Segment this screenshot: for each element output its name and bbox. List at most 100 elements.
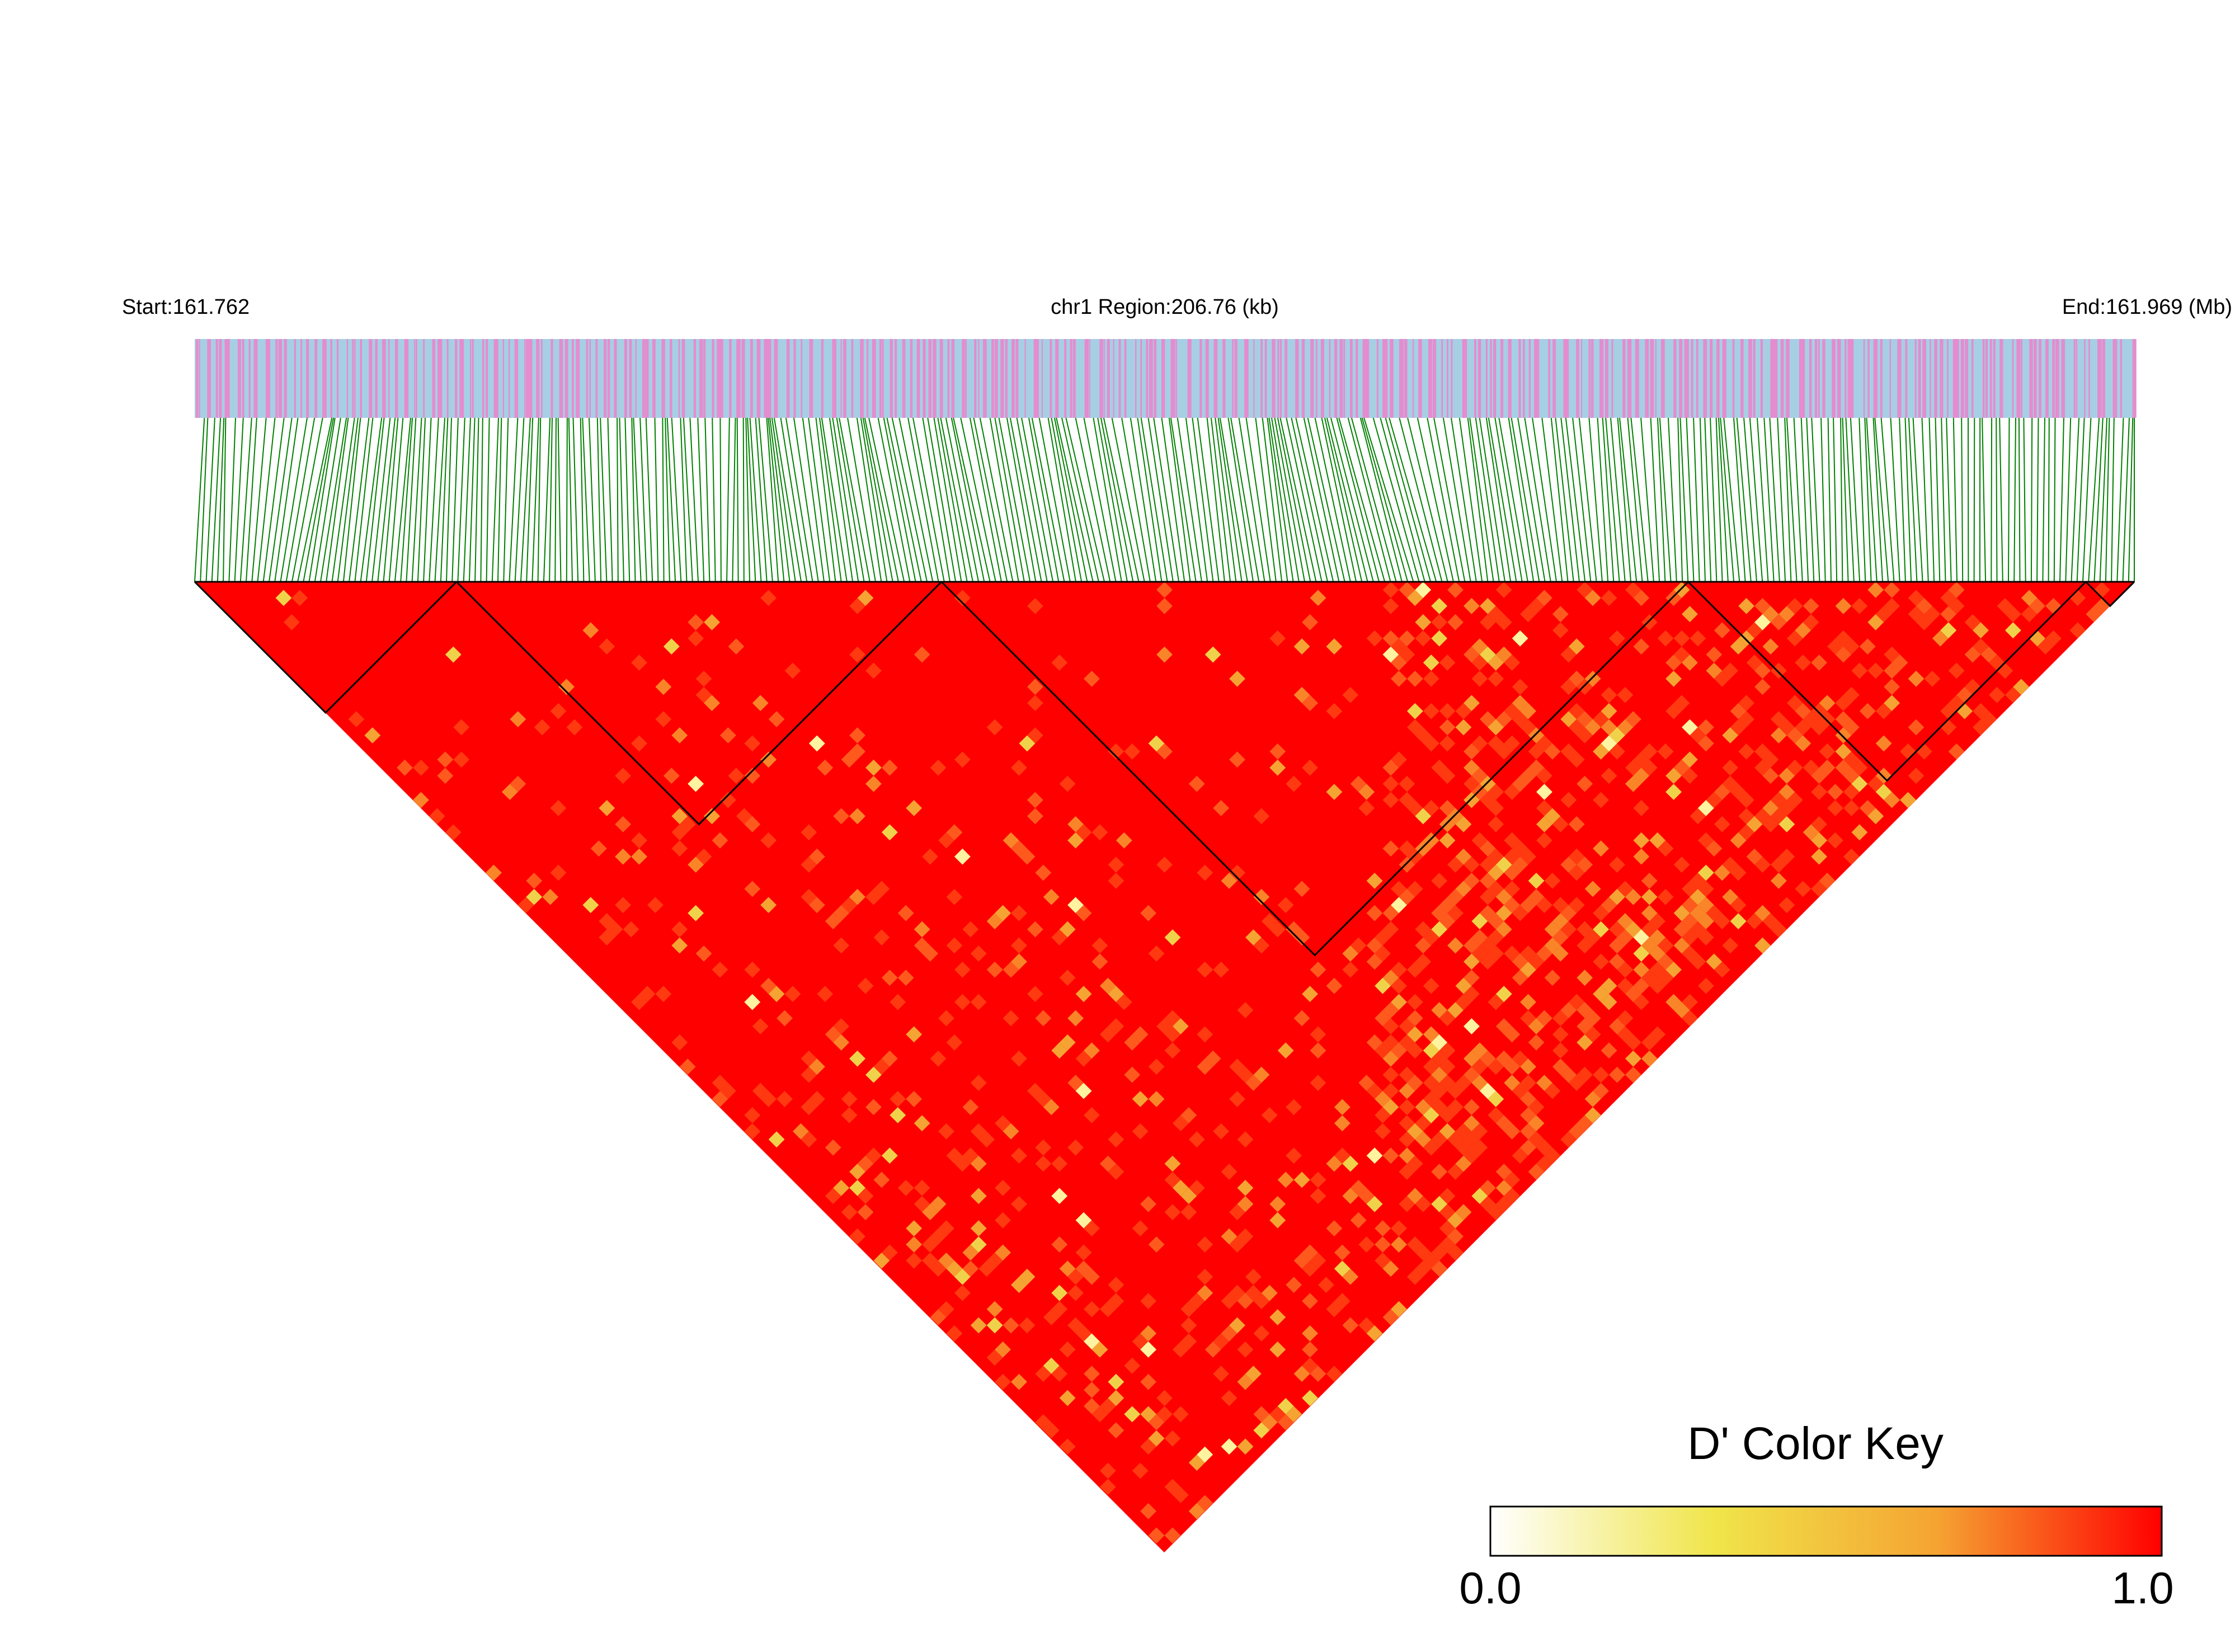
- snp-tick: [793, 339, 796, 418]
- ld-cell: [1948, 662, 1965, 679]
- ld-cell: [1859, 638, 1876, 655]
- ld-cell: [1221, 1164, 1238, 1180]
- snp-tick: [994, 339, 998, 418]
- snp-connector: [1479, 417, 1505, 582]
- snp-connector: [1469, 417, 1494, 582]
- ld-cell: [526, 873, 543, 889]
- ld-cell: [2037, 638, 2054, 655]
- ld-cell: [1464, 792, 1480, 808]
- ld-cell: [1778, 606, 1795, 623]
- ld-cell: [1697, 913, 1714, 930]
- ld-cell: [1722, 856, 1739, 873]
- ld-cell: [1488, 606, 1504, 623]
- ld-cell: [1633, 800, 1650, 816]
- ld-cell: [768, 986, 785, 1003]
- ld-cell: [1084, 1333, 1100, 1350]
- ld-cell: [510, 711, 526, 727]
- snp-connector: [1100, 417, 1134, 582]
- ld-cell: [1520, 1091, 1536, 1107]
- ld-cell: [1447, 1164, 1464, 1180]
- ld-cell: [744, 962, 761, 978]
- ld-cell: [1843, 751, 1860, 768]
- ld-cell: [1358, 1236, 1375, 1253]
- snp-connector: [1192, 417, 1214, 582]
- ld-cell: [1277, 1414, 1294, 1430]
- ld-cell: [1406, 590, 1423, 606]
- ld-cell: [1867, 614, 1884, 630]
- snp-connector: [2071, 417, 2080, 582]
- ld-cell: [1084, 1042, 1100, 1059]
- ld-cell: [1924, 606, 1941, 623]
- ld-cell: [1584, 1026, 1601, 1043]
- snp-tick: [1086, 339, 1089, 418]
- ld-cell: [1326, 1155, 1343, 1172]
- ld-cell: [1447, 937, 1464, 954]
- ld-cell: [1617, 913, 1634, 930]
- snp-tick: [699, 339, 703, 418]
- ld-cell: [695, 945, 712, 962]
- ld-cell: [1415, 1099, 1432, 1116]
- ld-cell: [1471, 655, 1488, 671]
- ld-cell: [1302, 759, 1318, 776]
- ld-cell: [1156, 597, 1173, 614]
- snp-connector: [205, 417, 215, 582]
- snp-tick: [352, 339, 354, 418]
- snp-tick: [423, 339, 425, 418]
- ld-cell: [1415, 1244, 1432, 1261]
- ld-cell: [1706, 646, 1723, 663]
- snp-connector: [1475, 417, 1500, 582]
- snp-tick: [1037, 339, 1039, 418]
- ld-cell: [1488, 1091, 1504, 1107]
- ld-cell: [1682, 768, 1698, 784]
- snp-connector: [331, 417, 355, 582]
- ld-cell: [1738, 792, 1754, 808]
- snp-tick: [1064, 339, 1067, 418]
- ld-cell: [704, 614, 720, 630]
- ld-cell: [1164, 1155, 1181, 1172]
- snp-connector: [308, 417, 336, 582]
- ld-cell: [760, 1091, 777, 1107]
- ld-cell: [1536, 1139, 1552, 1156]
- snp-connector: [1588, 417, 1603, 582]
- ld-cell: [1488, 1204, 1504, 1221]
- ld-cell: [1738, 597, 1754, 614]
- ld-cell: [1221, 1293, 1238, 1310]
- snp-tick: [1999, 339, 2003, 418]
- snp-tick: [1118, 339, 1121, 418]
- ld-cell: [1471, 638, 1488, 655]
- ld-cell: [1423, 1107, 1439, 1123]
- snp-tick: [1523, 339, 1525, 418]
- ld-cell: [1084, 1268, 1100, 1285]
- ld-cell: [914, 1115, 930, 1132]
- ld-cell: [534, 719, 550, 736]
- ld-cell: [1043, 1099, 1060, 1116]
- ld-cell: [1350, 1180, 1367, 1196]
- ld-cell: [954, 590, 971, 606]
- ld-cell: [1431, 630, 1448, 647]
- snp-connector: [1168, 417, 1191, 582]
- ld-cell: [1641, 743, 1658, 760]
- snp-tick: [891, 339, 893, 418]
- ld-cell: [1641, 759, 1658, 776]
- ld-cell: [841, 751, 858, 768]
- ld-cell: [1770, 873, 1787, 889]
- ld-cell: [1908, 719, 1925, 736]
- snp-connector: [2082, 417, 2092, 582]
- ld-cell: [1164, 1026, 1181, 1043]
- ld-cell: [1358, 1317, 1375, 1334]
- snp-connector: [2065, 417, 2072, 582]
- snp-connector: [937, 417, 968, 582]
- ld-cell: [1302, 1244, 1318, 1261]
- ld-cell: [1835, 597, 1852, 614]
- ld-cell: [1479, 840, 1496, 857]
- ld-cell: [1690, 921, 1706, 938]
- ld-cell: [1568, 848, 1585, 865]
- ld-cell: [1391, 977, 1407, 994]
- snp-connector: [1866, 417, 1878, 582]
- snp-connector: [291, 417, 323, 582]
- snp-connector: [994, 417, 1025, 582]
- ld-cell: [906, 1091, 923, 1107]
- snp-connector: [1619, 417, 1638, 582]
- snp-tick: [882, 339, 884, 418]
- snp-connector: [239, 417, 252, 582]
